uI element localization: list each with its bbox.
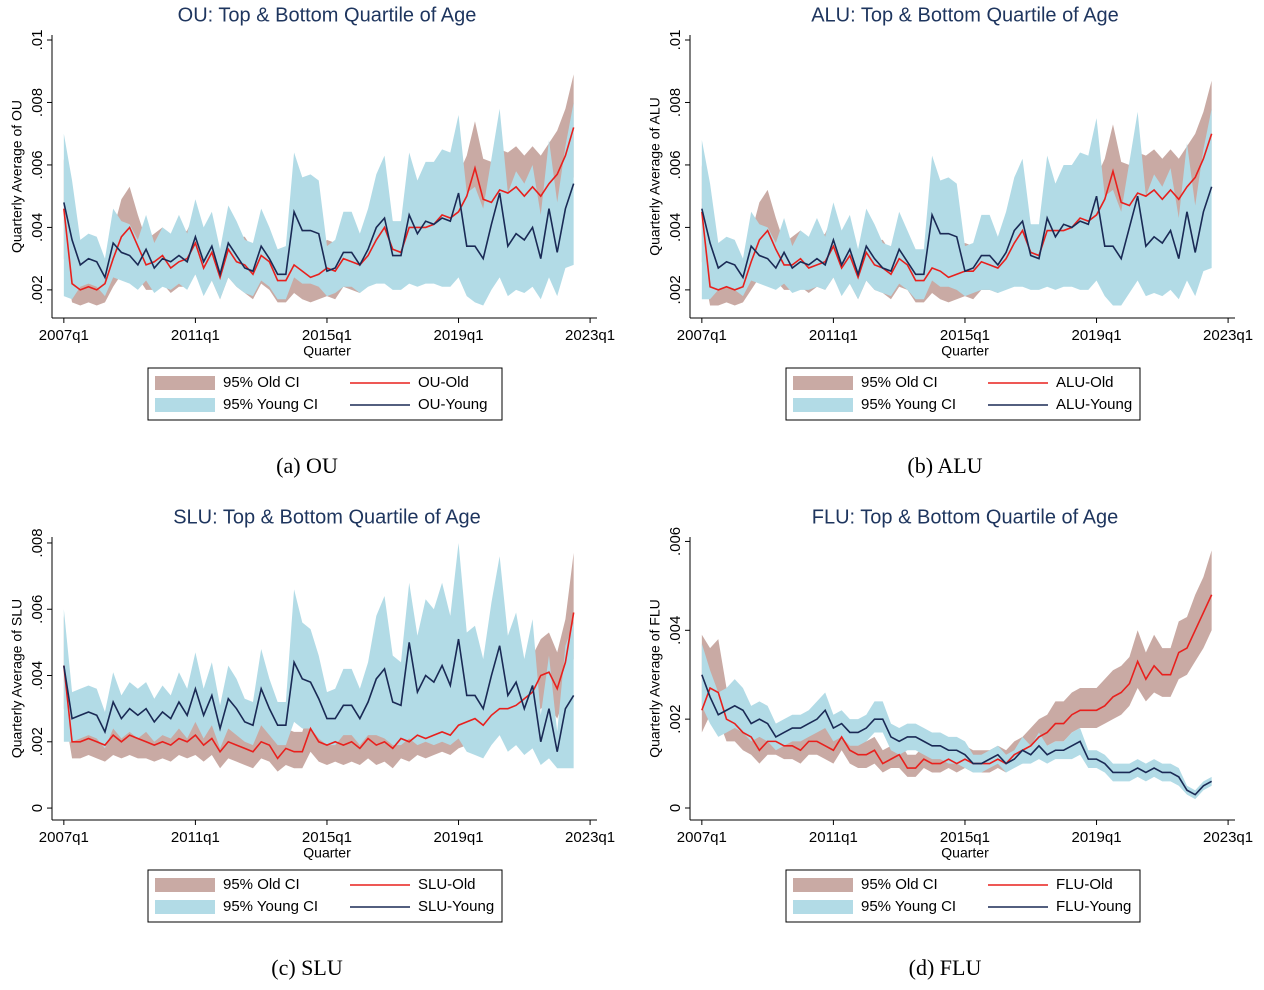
panel: OU: Top & Bottom Quartile of Age .002 .004… xyxy=(9,4,615,478)
legend-label: 95% Old CI xyxy=(223,876,300,893)
legend-label: 95% Old CI xyxy=(861,876,938,893)
caption: (a) OU xyxy=(276,453,338,478)
line xyxy=(701,186,1213,280)
y-tick-label: .004 xyxy=(29,661,46,690)
x-tick-label: 2007q1 xyxy=(39,327,89,344)
y-tick-label: 0 xyxy=(29,804,46,812)
x-tick-label: 2015q1 xyxy=(302,327,352,344)
x-axis-title: Quarter xyxy=(303,845,351,861)
legend-swatch xyxy=(155,398,215,412)
legend-label: SLU-Old xyxy=(418,876,476,893)
line xyxy=(63,127,575,291)
legend-label: 95% Old CI xyxy=(861,374,938,391)
legend-label: FLU-Old xyxy=(1056,876,1113,893)
legend-label: ALU-Young xyxy=(1056,396,1132,413)
caption: (d) FLU xyxy=(909,955,982,980)
x-tick-label: 2023q1 xyxy=(565,829,615,846)
ci-band xyxy=(701,550,1212,777)
chart-title: OU: Top & Bottom Quartile of Age xyxy=(178,4,477,26)
x-axis-title: Quarter xyxy=(941,343,989,359)
legend-swatch xyxy=(155,900,215,914)
legend-swatch xyxy=(155,376,215,390)
y-tick-label: .002 xyxy=(667,705,684,734)
line xyxy=(63,638,575,752)
legend-label: OU-Young xyxy=(418,396,488,413)
ci-band xyxy=(701,108,1212,306)
y-tick-label: .01 xyxy=(667,30,684,51)
y-tick-label: .006 xyxy=(29,595,46,624)
panel: ALU: Top & Bottom Quartile of Age .002 .00… xyxy=(647,4,1253,478)
x-tick-label: 2007q1 xyxy=(677,829,727,846)
y-tick-label: .004 xyxy=(29,213,46,242)
y-tick-label: .002 xyxy=(29,727,46,756)
chart-title: FLU: Top & Bottom Quartile of Age xyxy=(812,506,1118,528)
x-tick-label: 2011q1 xyxy=(809,327,858,344)
y-tick-label: .004 xyxy=(667,213,684,242)
panel: SLU: Top & Bottom Quartile of Age 0 .002 .0… xyxy=(9,506,615,980)
x-tick-label: 2015q1 xyxy=(302,829,352,846)
x-tick-label: 2011q1 xyxy=(171,829,220,846)
ci-band xyxy=(63,102,574,306)
legend-label: 95% Young CI xyxy=(861,898,956,915)
legend-label: OU-Old xyxy=(418,374,469,391)
line xyxy=(63,183,575,280)
y-tick-label: .008 xyxy=(29,528,46,557)
y-tick-label: .004 xyxy=(667,616,684,645)
caption: (b) ALU xyxy=(907,453,982,478)
legend-swatch xyxy=(793,878,853,892)
x-tick-label: 2015q1 xyxy=(940,327,990,344)
line xyxy=(701,674,1213,796)
x-tick-label: 2023q1 xyxy=(1203,829,1253,846)
panel: FLU: Top & Bottom Quartile of Age 0 .002 .0… xyxy=(647,506,1253,980)
x-tick-label: 2019q1 xyxy=(1071,829,1121,846)
x-tick-label: 2007q1 xyxy=(39,829,89,846)
line xyxy=(701,133,1213,291)
y-tick-label: .002 xyxy=(29,275,46,304)
legend-label: FLU-Young xyxy=(1056,898,1131,915)
x-tick-label: 2011q1 xyxy=(171,327,220,344)
y-tick-label: .01 xyxy=(29,30,46,51)
legend-swatch xyxy=(793,398,853,412)
legend-label: 95% Old CI xyxy=(223,374,300,391)
legend-label: 95% Young CI xyxy=(223,396,318,413)
y-axis-title: Quarterly Average of FLU xyxy=(647,599,663,757)
y-tick-label: .002 xyxy=(667,275,684,304)
caption: (c) SLU xyxy=(271,955,343,980)
line xyxy=(701,594,1213,769)
y-axis-title: Quarterly Average of OU xyxy=(9,100,25,253)
ci-band xyxy=(63,542,574,769)
x-axis-title: Quarter xyxy=(303,343,351,359)
legend-label: 95% Young CI xyxy=(861,396,956,413)
line xyxy=(63,612,575,760)
x-tick-label: 2019q1 xyxy=(433,327,483,344)
x-tick-label: 2023q1 xyxy=(1203,327,1253,344)
y-axis-title: Quarterly Average of ALU xyxy=(647,97,663,256)
y-tick-label: 0 xyxy=(667,804,684,812)
x-tick-label: 2019q1 xyxy=(1071,327,1121,344)
x-tick-label: 2007q1 xyxy=(677,327,727,344)
x-tick-label: 2023q1 xyxy=(565,327,615,344)
legend-label: ALU-Old xyxy=(1056,374,1114,391)
legend-swatch xyxy=(793,900,853,914)
y-axis-title: Quarterly Average of SLU xyxy=(9,599,25,758)
chart-title: SLU: Top & Bottom Quartile of Age xyxy=(173,506,481,528)
legend-label: 95% Young CI xyxy=(223,898,318,915)
y-tick-label: .006 xyxy=(667,527,684,556)
y-tick-label: .008 xyxy=(667,88,684,117)
x-axis-title: Quarter xyxy=(941,845,989,861)
y-tick-label: .008 xyxy=(29,88,46,117)
y-tick-label: .006 xyxy=(29,150,46,179)
x-tick-label: 2019q1 xyxy=(433,829,483,846)
ci-band xyxy=(701,643,1212,800)
chart-title: ALU: Top & Bottom Quartile of Age xyxy=(811,4,1119,26)
x-tick-label: 2015q1 xyxy=(940,829,990,846)
y-tick-label: .006 xyxy=(667,150,684,179)
legend-swatch xyxy=(793,376,853,390)
x-tick-label: 2011q1 xyxy=(809,829,858,846)
legend-swatch xyxy=(155,878,215,892)
legend-label: SLU-Young xyxy=(418,898,494,915)
